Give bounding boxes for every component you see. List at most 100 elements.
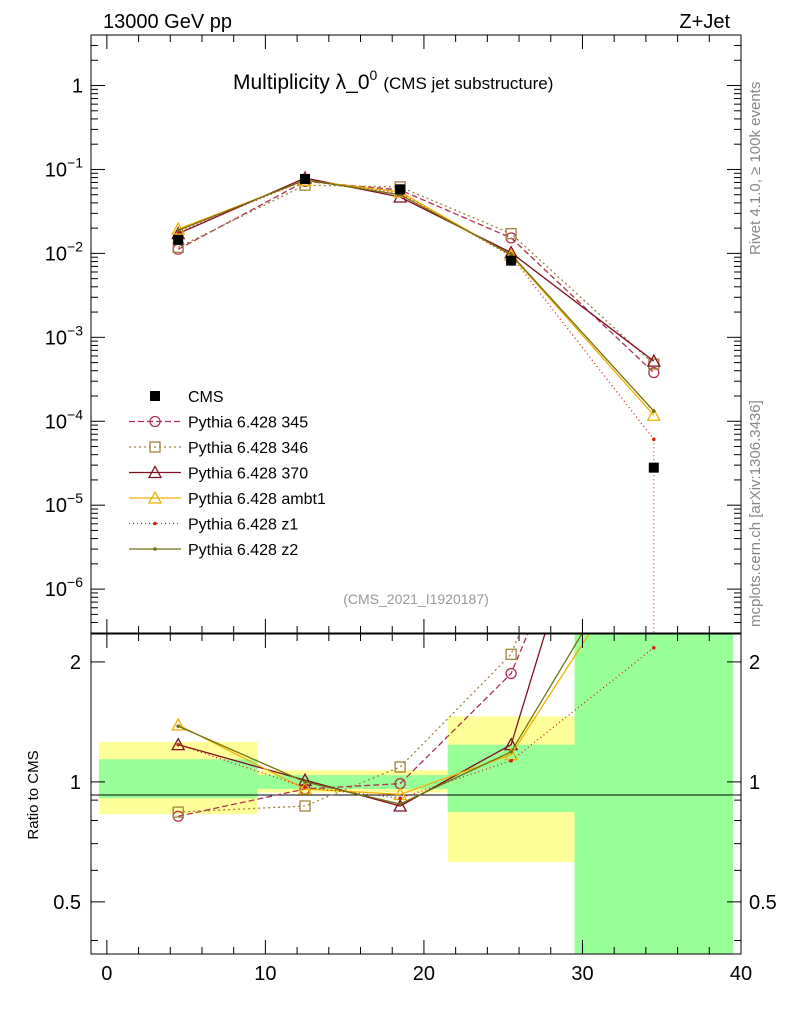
legend-label: Pythia 6.428 z1	[188, 517, 298, 534]
main-ytick-base: 10	[45, 579, 67, 601]
analysis-tag: (CMS_2021_I1920187)	[343, 591, 489, 607]
ratio-marker	[171, 737, 186, 751]
ratio-marker	[648, 527, 660, 538]
main-data-layer	[173, 173, 659, 473]
ratio-marker	[394, 761, 406, 773]
series-marker	[648, 366, 660, 379]
chart-title: Multiplicity λ_00 (CMS jet substructure)	[233, 67, 553, 94]
series-pythia-6.428-z2	[176, 178, 656, 413]
rivet-label: Rivet 4.1.0, ≥ 100k events	[747, 82, 764, 255]
ratio-ytick-label-right: 1	[749, 772, 760, 794]
main-ytick-exp: −5	[67, 490, 83, 506]
ratio-ytick-label: 0.5	[53, 892, 81, 914]
ratio-marker	[649, 286, 659, 296]
main-ytick-exp: −4	[67, 406, 83, 422]
ratio-ytick-label-right: 2	[749, 652, 760, 674]
legend-entry: Pythia 6.428 345	[129, 415, 308, 432]
mcplots-label: mcplots.cern.ch [arXiv:1306.3436]	[747, 400, 764, 627]
ratio-marker	[171, 717, 186, 731]
series-pythia-6.428-345	[172, 175, 660, 379]
ratio-marker	[176, 724, 180, 728]
series-pythia-6.428-z1	[176, 178, 656, 442]
series-line	[177, 184, 655, 365]
main-ytick-exp: −2	[67, 238, 83, 254]
ratio-xtick-label: 0	[101, 963, 112, 985]
ratio-xtick-label: 20	[413, 963, 435, 985]
ratio-series-layer	[171, 271, 660, 822]
main-ytick-base: 10	[45, 243, 67, 265]
ratio-xtick-label: 30	[571, 963, 593, 985]
ratio-marker	[398, 802, 402, 806]
legend-label: Pythia 6.428 ambt1	[188, 491, 326, 508]
ratio-marker	[299, 800, 311, 812]
main-ytick-label: 1	[72, 76, 83, 98]
main-axes: 10−610−510−410−310−210−11	[45, 34, 742, 634]
main-ytick-exp: −1	[67, 154, 83, 170]
ratio-marker	[297, 781, 313, 795]
ratio-series-5	[176, 634, 583, 806]
legend-entry: Pythia 6.428 ambt1	[129, 490, 326, 508]
ratio-frame	[90, 633, 742, 955]
legend: CMS Pythia 6.428 345 Pythia 6.428 346 Pythi…	[129, 389, 326, 559]
series-marker	[646, 407, 661, 421]
series-marker	[505, 227, 517, 240]
series-marker	[652, 409, 656, 413]
ratio-marker	[509, 749, 513, 754]
legend-marker	[153, 521, 157, 526]
legend-entry: CMS	[150, 389, 224, 406]
series-pythia-6.428-346	[172, 179, 660, 370]
ratio-series-4	[176, 645, 656, 801]
legend-entry: Pythia 6.428 z2	[129, 542, 298, 559]
main-frame	[90, 34, 742, 634]
ratio-marker	[509, 758, 513, 763]
main-ytick-base: 10	[45, 327, 67, 349]
legend-marker	[150, 391, 160, 401]
legend-entry: Pythia 6.428 346	[129, 440, 308, 457]
band-stat-uncertainty	[574, 634, 734, 954]
series-line	[177, 179, 655, 412]
legend-marker	[149, 441, 161, 453]
series-marker	[176, 228, 180, 233]
cms-data-point	[173, 234, 184, 245]
cms-data-point	[395, 184, 406, 195]
ratio-bands-layer	[98, 634, 734, 954]
legend-entry: Pythia 6.428 370	[129, 465, 308, 483]
ratio-marker	[176, 742, 180, 747]
main-ytick-exp: −6	[67, 574, 83, 590]
main-ytick-exp: −3	[67, 322, 83, 338]
chart-title-sup: 0	[370, 67, 378, 83]
main-ytick-base: 10	[45, 411, 67, 433]
chart-title-suffix: (CMS jet substructure)	[383, 74, 553, 93]
ratio-marker	[303, 785, 307, 789]
series-pythia-6.428-ambt1	[171, 173, 661, 421]
ratio-marker	[505, 667, 517, 680]
ratio-xtick-label: 10	[254, 963, 276, 985]
ratio-marker	[303, 780, 307, 784]
ratio-marker	[648, 271, 660, 282]
ratio-axes: 0.5 0.51 12 20 10 20 30 40	[53, 634, 777, 985]
main-ytick-label: 10−1	[45, 154, 83, 181]
header-energy: 13000 GeV pp	[103, 11, 232, 33]
main-ytick-label: 10−6	[45, 574, 83, 601]
ratio-marker	[652, 645, 656, 650]
ratio-line	[178, 634, 546, 807]
ratio-marker	[398, 796, 402, 801]
legend-marker	[149, 415, 161, 428]
ratio-series-1	[172, 286, 659, 818]
main-ytick-label: 10−3	[45, 322, 83, 349]
legend-label: Pythia 6.428 z2	[188, 542, 298, 559]
cms-data-point	[648, 462, 659, 473]
ratio-ytick-label-right: 0.5	[749, 892, 777, 914]
ratio-marker	[393, 798, 408, 812]
main-ytick-base: 10	[45, 159, 67, 181]
ratio-panel: 0.5 0.51 12 20 10 20 30 40 Ratio to CMS	[25, 271, 777, 985]
series-marker	[509, 252, 513, 257]
ratio-ytick-label: 2	[70, 652, 81, 674]
legend-marker	[147, 490, 163, 504]
legend-marker	[147, 465, 163, 479]
ratio-marker	[649, 326, 659, 336]
legend-entry: Pythia 6.428 z1	[129, 517, 298, 534]
cms-data-point	[300, 173, 311, 184]
ratio-marker	[172, 806, 184, 818]
